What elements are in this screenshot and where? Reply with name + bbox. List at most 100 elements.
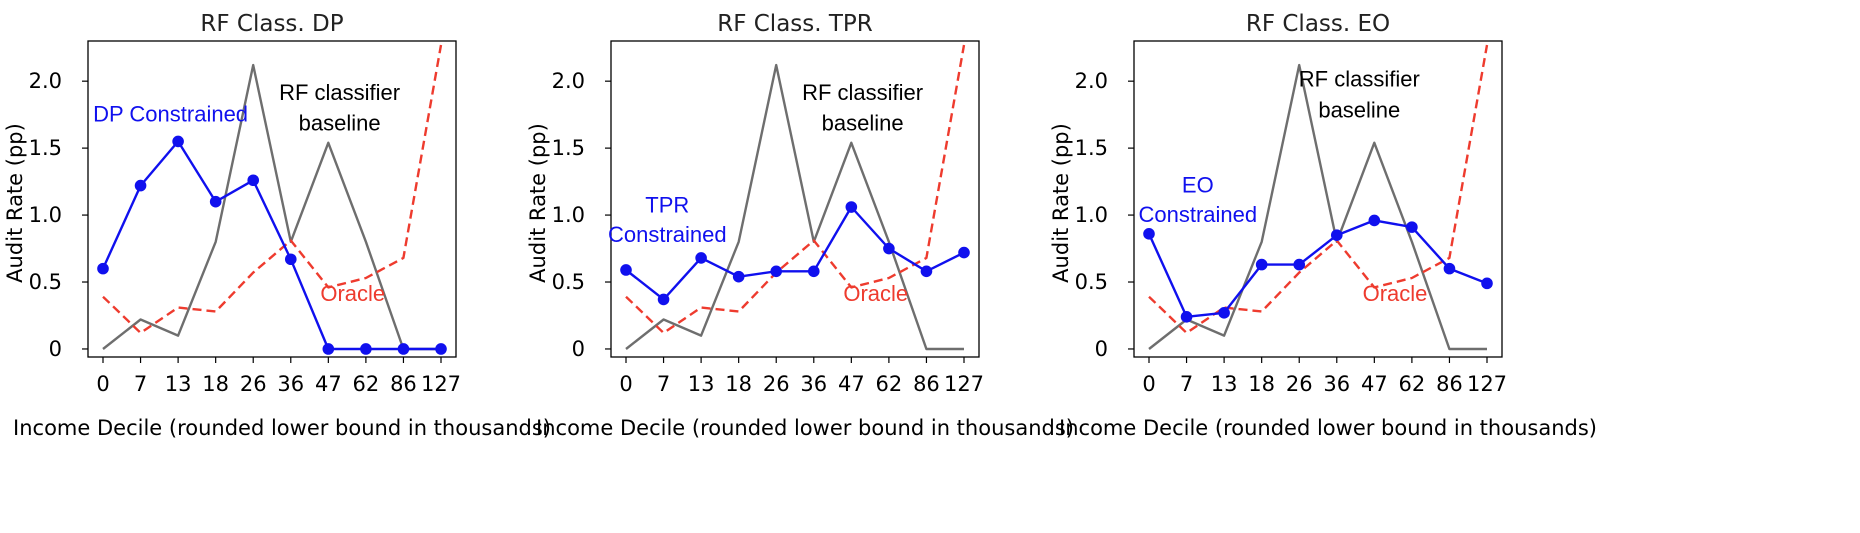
annotation-label: EO (1182, 172, 1214, 197)
data-point (845, 201, 858, 213)
x-tick-label: 7 (657, 372, 670, 396)
x-tick-label: 18 (202, 372, 229, 396)
y-tick-label: 2.0 (1075, 69, 1108, 93)
x-tick-label: 13 (688, 372, 715, 396)
x-tick-label: 127 (944, 372, 984, 396)
x-tick-label: 62 (1399, 372, 1426, 396)
data-point (620, 264, 632, 276)
data-point (770, 265, 783, 278)
x-axis-label: Income Decile (rounded lower bound in th… (13, 416, 551, 440)
annotation-label: Constrained (1139, 202, 1258, 227)
y-tick-label: 0 (49, 337, 62, 361)
data-point (657, 293, 670, 306)
x-tick-label: 86 (913, 372, 940, 396)
x-tick-label: 7 (1180, 372, 1193, 396)
x-tick-label: 86 (390, 372, 417, 396)
series-line (625, 44, 966, 335)
series-rf-classifier-baseline (625, 63, 964, 351)
data-point (1255, 258, 1268, 271)
chart-panel-3: RF Class. EO 0 0.5 1.0 1.5 2.0 0 7 13 18 26 36 47 62 8… (1049, 11, 1597, 440)
x-tick-label: 13 (1211, 372, 1238, 396)
annotation-label: Oracle (843, 281, 908, 306)
x-tick-label: 0 (619, 372, 632, 396)
series-line (101, 140, 441, 351)
chart-title: RF Class. EO (1246, 11, 1390, 37)
data-point (1218, 307, 1230, 319)
x-tick-label: 26 (763, 372, 790, 396)
x-tick-label: 62 (353, 372, 380, 396)
data-point (1368, 214, 1381, 227)
data-point (807, 265, 820, 278)
series-line (102, 63, 441, 351)
series-oracle (1148, 44, 1489, 335)
x-axis-label: Income Decile (rounded lower bound in th… (1059, 416, 1597, 440)
annotation-label: RF classifier (279, 80, 400, 105)
series-line (1148, 44, 1489, 335)
y-tick-label: 1.0 (552, 203, 585, 227)
annotation-label: RF classifier (802, 80, 923, 105)
annotation-label: TPR (645, 192, 689, 217)
x-tick-label: 7 (134, 372, 147, 396)
annotation-label: baseline (822, 111, 904, 136)
data-point (1180, 311, 1193, 323)
chart-title: RF Class. DP (200, 11, 343, 37)
data-point (1406, 221, 1418, 233)
data-point (1481, 277, 1493, 290)
data-point (958, 246, 970, 259)
annotation-label: Oracle (1363, 281, 1428, 306)
x-tick-label: 36 (1323, 372, 1350, 396)
data-point (209, 195, 222, 208)
series-line (1148, 63, 1487, 351)
y-tick-label: 0.5 (552, 270, 585, 294)
y-tick-label: 1.0 (29, 203, 62, 227)
y-tick-label: 1.5 (1075, 136, 1108, 160)
data-point (360, 343, 372, 355)
x-tick-label: 18 (1248, 372, 1275, 396)
data-point (1143, 228, 1155, 240)
series-oracle (102, 44, 443, 335)
y-tick-label: 0.5 (1075, 270, 1108, 294)
x-tick-label: 36 (800, 372, 827, 396)
x-tick-label: 47 (1361, 372, 1388, 396)
y-axis-label: Audit Rate (pp) (3, 123, 27, 283)
annotation-label: DP Constrained (93, 101, 248, 126)
series-line (1147, 219, 1488, 318)
x-tick-label: 127 (1467, 372, 1507, 396)
x-tick-label: 47 (315, 372, 342, 396)
x-tick-label: 18 (725, 372, 752, 396)
annotation-label: Constrained (608, 222, 727, 247)
chart-panel-2: RF Class. TPR 0 0.5 1.0 1.5 2.0 0 7 13 18 26 36 47 62… (526, 11, 1074, 440)
x-tick-label: 0 (1142, 372, 1155, 396)
y-tick-label: 1.5 (552, 136, 585, 160)
series-rf-classifier-baseline (102, 63, 441, 351)
series-tpr-constrained (620, 201, 970, 306)
y-tick-label: 0 (1095, 337, 1108, 361)
y-tick-label: 2.0 (552, 69, 585, 93)
data-point (284, 253, 297, 266)
y-axis-label: Audit Rate (pp) (1049, 123, 1073, 283)
data-point (883, 242, 895, 255)
x-tick-label: 36 (277, 372, 304, 396)
x-tick-label: 47 (838, 372, 865, 396)
annotation-label: Oracle (320, 281, 385, 306)
chart-panel-1: RF Class. DP 0 0.5 1.0 1.5 2.0 0 7 13 18 26 36 47 62 8… (3, 11, 551, 440)
plot-frame (87, 40, 457, 358)
series-oracle (625, 44, 966, 335)
y-tick-label: 0 (572, 337, 585, 361)
y-tick-label: 2.0 (29, 69, 62, 93)
x-tick-label: 62 (876, 372, 903, 396)
chart-title: RF Class. TPR (717, 11, 873, 37)
annotation-label: baseline (1318, 97, 1400, 122)
x-tick-label: 13 (165, 372, 192, 396)
x-tick-label: 86 (1436, 372, 1463, 396)
x-tick-label: 0 (96, 372, 109, 396)
x-tick-label: 26 (240, 372, 267, 396)
series-rf-classifier-baseline (1148, 63, 1487, 351)
x-axis-label: Income Decile (rounded lower bound in th… (536, 416, 1074, 440)
x-tick-label: 26 (1286, 372, 1313, 396)
data-point (97, 262, 109, 275)
data-point (1443, 262, 1456, 275)
series-dp-constrained (97, 135, 447, 355)
y-tick-label: 1.0 (1075, 203, 1108, 227)
y-axis-label: Audit Rate (pp) (526, 123, 550, 283)
